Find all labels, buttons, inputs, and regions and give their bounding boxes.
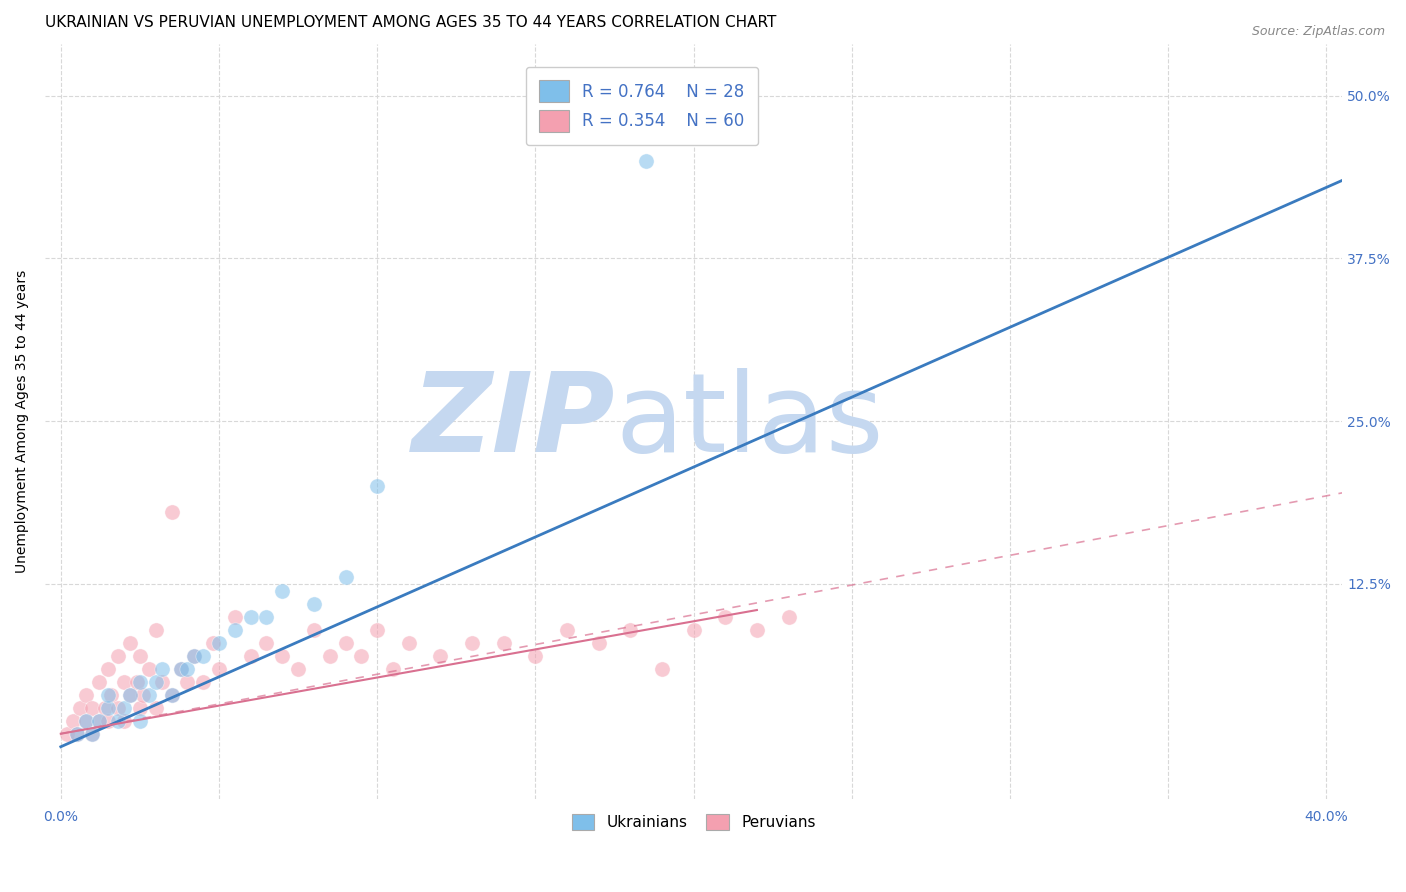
Point	[97, 662, 120, 676]
Point	[107, 648, 129, 663]
Point	[128, 700, 150, 714]
Point	[87, 714, 110, 728]
Point	[65, 727, 87, 741]
Point	[112, 714, 135, 728]
Point	[128, 714, 150, 728]
Point	[87, 674, 110, 689]
Point	[651, 662, 673, 676]
Point	[271, 648, 294, 663]
Point	[366, 623, 388, 637]
Point	[429, 648, 451, 663]
Point	[366, 479, 388, 493]
Point	[382, 662, 405, 676]
Point	[128, 674, 150, 689]
Point	[461, 635, 484, 649]
Point	[120, 688, 142, 702]
Point	[588, 635, 610, 649]
Text: atlas: atlas	[616, 368, 884, 475]
Point	[112, 700, 135, 714]
Point	[128, 648, 150, 663]
Text: UKRAINIAN VS PERUVIAN UNEMPLOYMENT AMONG AGES 35 TO 44 YEARS CORRELATION CHART: UKRAINIAN VS PERUVIAN UNEMPLOYMENT AMONG…	[45, 15, 776, 30]
Point	[176, 662, 198, 676]
Point	[682, 623, 704, 637]
Point	[176, 674, 198, 689]
Point	[350, 648, 373, 663]
Y-axis label: Unemployment Among Ages 35 to 44 years: Unemployment Among Ages 35 to 44 years	[15, 269, 30, 573]
Point	[239, 648, 262, 663]
Point	[87, 714, 110, 728]
Point	[224, 609, 246, 624]
Point	[82, 727, 104, 741]
Point	[56, 727, 79, 741]
Point	[335, 635, 357, 649]
Point	[183, 648, 205, 663]
Text: ZIP: ZIP	[412, 368, 616, 475]
Point	[208, 662, 231, 676]
Point	[65, 727, 87, 741]
Point	[107, 714, 129, 728]
Point	[107, 700, 129, 714]
Point	[319, 648, 342, 663]
Point	[492, 635, 515, 649]
Point	[193, 648, 215, 663]
Point	[636, 153, 658, 168]
Point	[138, 688, 160, 702]
Point	[82, 700, 104, 714]
Point	[170, 662, 193, 676]
Point	[201, 635, 224, 649]
Point	[69, 700, 91, 714]
Point	[120, 688, 142, 702]
Point	[132, 688, 155, 702]
Point	[97, 700, 120, 714]
Point	[62, 714, 84, 728]
Point	[160, 688, 183, 702]
Point	[112, 674, 135, 689]
Point	[75, 688, 97, 702]
Point	[170, 662, 193, 676]
Point	[94, 700, 117, 714]
Point	[302, 623, 325, 637]
Point	[145, 623, 167, 637]
Point	[193, 674, 215, 689]
Point	[160, 688, 183, 702]
Point	[145, 674, 167, 689]
Point	[256, 609, 278, 624]
Point	[125, 674, 148, 689]
Point	[97, 688, 120, 702]
Point	[150, 662, 173, 676]
Point	[208, 635, 231, 649]
Point	[287, 662, 309, 676]
Point	[183, 648, 205, 663]
Point	[256, 635, 278, 649]
Point	[335, 570, 357, 584]
Point	[302, 597, 325, 611]
Legend: Ukrainians, Peruvians: Ukrainians, Peruvians	[565, 807, 821, 837]
Point	[82, 727, 104, 741]
Point	[619, 623, 641, 637]
Point	[100, 688, 122, 702]
Point	[745, 623, 768, 637]
Point	[75, 714, 97, 728]
Text: Source: ZipAtlas.com: Source: ZipAtlas.com	[1251, 25, 1385, 38]
Point	[75, 714, 97, 728]
Point	[714, 609, 737, 624]
Point	[97, 714, 120, 728]
Point	[271, 583, 294, 598]
Point	[150, 674, 173, 689]
Point	[224, 623, 246, 637]
Point	[120, 635, 142, 649]
Point	[239, 609, 262, 624]
Point	[778, 609, 800, 624]
Point	[555, 623, 578, 637]
Point	[398, 635, 420, 649]
Point	[138, 662, 160, 676]
Point	[160, 505, 183, 519]
Point	[524, 648, 547, 663]
Point	[145, 700, 167, 714]
